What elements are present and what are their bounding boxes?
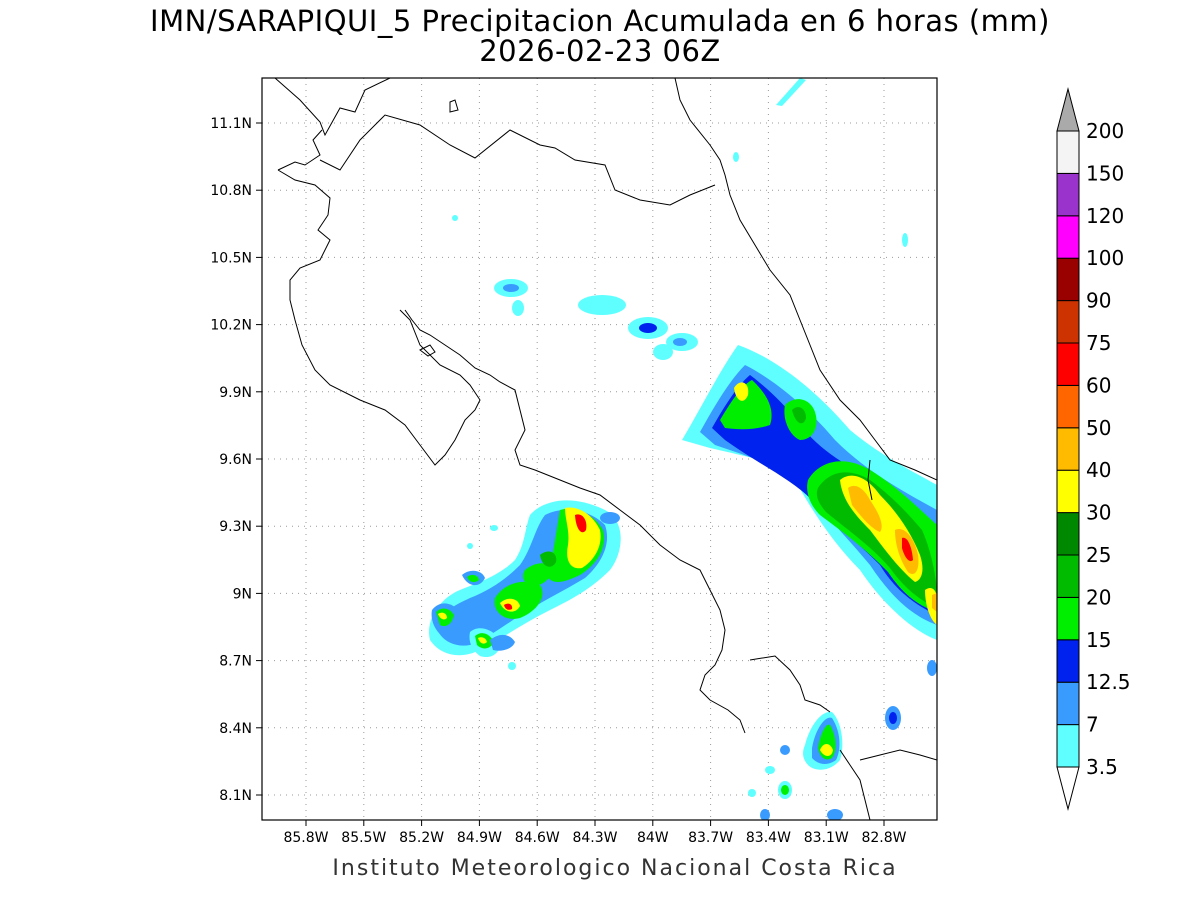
colorbar-label: 7 <box>1086 713 1099 737</box>
x-tick-label: 84.6W <box>515 830 560 846</box>
colorbar-swatch <box>1056 724 1080 768</box>
coastlines-and-borders <box>274 78 937 820</box>
colorbar-swatch <box>1056 257 1080 302</box>
colorbar-swatch <box>1056 639 1080 683</box>
rain-cell <box>902 233 908 247</box>
rain-cell <box>673 338 687 346</box>
y-tick-label: 10.2N <box>210 318 252 334</box>
map-frame <box>261 77 938 821</box>
colorbar-label: 75 <box>1086 331 1111 355</box>
rain-cell <box>733 152 739 162</box>
colorbar-swatch <box>1056 215 1080 259</box>
colorbar-swatch <box>1056 130 1080 174</box>
y-tick-label: 9.9N <box>219 385 252 401</box>
rain-cell <box>512 300 524 316</box>
nicaragua-coastline <box>274 78 391 137</box>
map-date: 2026-02-23 06Z <box>479 34 721 68</box>
y-tick-label: 10.5N <box>210 250 252 266</box>
colorbar-label: 200 <box>1086 119 1124 143</box>
x-tick-label: 84.9W <box>457 830 502 846</box>
colorbar-label: 20 <box>1086 585 1111 609</box>
y-tick-label: 9N <box>233 586 252 602</box>
x-tick-label: 83.7W <box>688 830 733 846</box>
x-tick-label: 84.3W <box>572 830 617 846</box>
colorbar-swatch <box>1056 681 1080 726</box>
caribbean-coastline <box>674 78 937 481</box>
rain-cell <box>452 215 458 221</box>
rain-cell <box>653 344 673 360</box>
colorbar-label: 25 <box>1086 543 1111 567</box>
rain-cell <box>776 78 806 106</box>
colorbar-swatch <box>1056 469 1080 514</box>
colorbar-label: 40 <box>1086 458 1111 482</box>
rain-cell <box>503 284 519 292</box>
y-tick-label: 9.3N <box>219 519 252 535</box>
y-tick-label: 10.8N <box>210 183 252 199</box>
burica <box>859 749 937 761</box>
island <box>449 99 459 113</box>
colorbar-label: 100 <box>1086 246 1124 270</box>
y-tick-label: 8.7N <box>219 654 252 670</box>
colorbar-label: 15 <box>1086 628 1111 652</box>
osa-peninsula <box>749 655 831 713</box>
colorbar-swatch <box>1056 554 1080 598</box>
colorbar-label: 12.5 <box>1086 670 1131 694</box>
colorbar-label: 150 <box>1086 161 1124 185</box>
colorbar-swatch <box>1056 172 1080 217</box>
x-tick-label: 85.8W <box>283 830 328 846</box>
colorbar: 3.5 7 12.5 15 20 25 30 40 50 60 75 90 100 120 150 200 <box>1056 87 1131 811</box>
golfo-dulce <box>839 749 871 820</box>
colorbar-swatch <box>1056 596 1080 641</box>
colorbar-label: 90 <box>1086 289 1111 313</box>
colorbar-swatch <box>1056 512 1080 556</box>
pacific-coastline-north <box>277 169 481 466</box>
y-tick-label: 9.6N <box>219 452 252 468</box>
y-axis-labels: 11.1N 10.8N 10.5N 10.2N 9.9N 9.6N 9.3N 9N 8.7N 8.… <box>210 116 262 804</box>
colorbar-label: 50 <box>1086 416 1111 440</box>
colorbar-min-arrow <box>1056 766 1080 811</box>
precipitation-field <box>429 78 937 820</box>
x-tick-label: 85.2W <box>399 830 444 846</box>
x-tick-label: 83.1W <box>804 830 849 846</box>
rain-cell <box>578 295 626 315</box>
x-axis-labels: 85.8W 85.5W 85.2W 84.9W 84.6W 84.3W 84W 83.7W 83… <box>283 820 907 846</box>
footer-credit: Instituto Meteorologico Nacional Costa R… <box>332 856 898 881</box>
panama-border <box>867 459 873 501</box>
colorbar-label: 60 <box>1086 373 1111 397</box>
x-tick-label: 84W <box>637 830 669 846</box>
island <box>419 344 436 357</box>
colorbar-swatch <box>1056 300 1080 344</box>
colorbar-swatch <box>1056 342 1080 386</box>
colorbar-label: 30 <box>1086 501 1111 525</box>
nicaragua-costa-rica-border <box>277 114 716 206</box>
rain-cell <box>639 323 657 333</box>
colorbar-swatch <box>1056 427 1080 471</box>
y-tick-label: 8.4N <box>219 721 252 737</box>
colorbar-swatch <box>1056 384 1080 429</box>
y-tick-label: 8.1N <box>219 788 252 804</box>
x-tick-label: 85.5W <box>341 830 386 846</box>
y-tick-label: 11.1N <box>210 116 252 132</box>
x-tick-label: 82.8W <box>861 830 906 846</box>
colorbar-label: 3.5 <box>1086 755 1118 779</box>
x-tick-label: 83.4W <box>746 830 791 846</box>
colorbar-max-arrow <box>1056 87 1080 132</box>
gridlines <box>262 78 937 820</box>
colorbar-label: 120 <box>1086 204 1124 228</box>
map-title: IMN/SARAPIQUI_5 Precipitacion Acumulada … <box>150 4 1050 38</box>
gulf-of-nicoya <box>404 309 746 734</box>
